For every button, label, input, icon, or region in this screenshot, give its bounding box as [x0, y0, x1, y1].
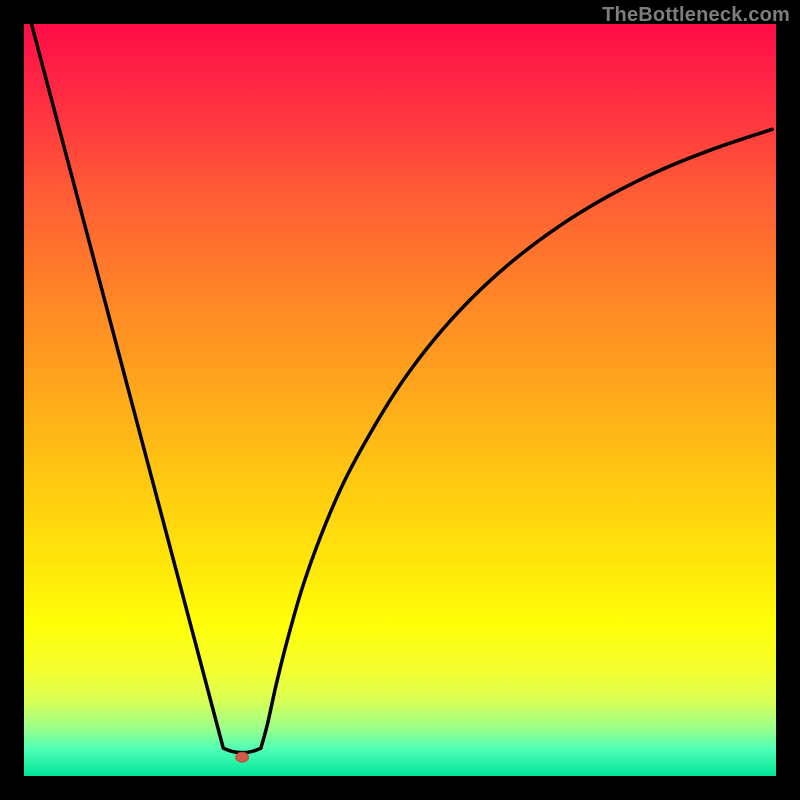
chart-svg	[24, 24, 776, 776]
chart-frame: TheBottleneck.com	[0, 0, 800, 800]
plot-area	[24, 24, 776, 776]
valley-marker	[236, 752, 249, 762]
gradient-background	[24, 24, 776, 776]
watermark-text: TheBottleneck.com	[602, 4, 790, 27]
